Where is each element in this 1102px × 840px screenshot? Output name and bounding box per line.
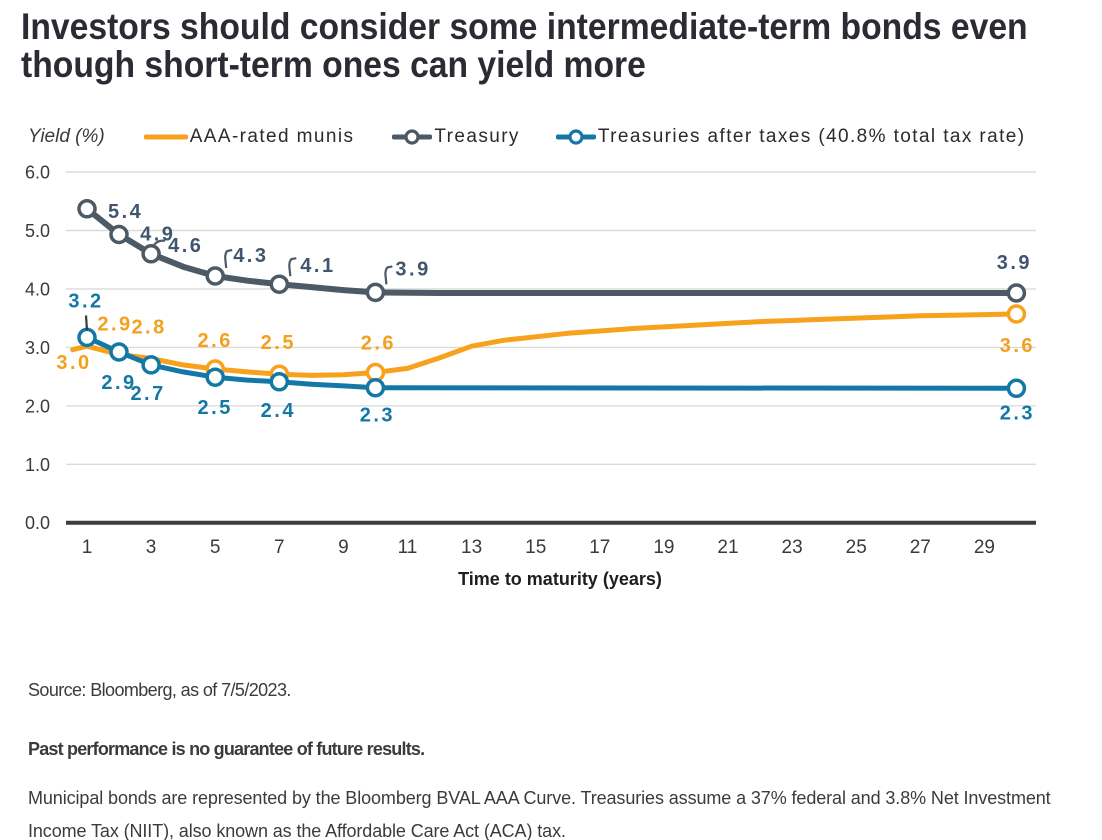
legend-item-treasury-after-tax: Treasuries after taxes (40.8% total tax …: [555, 126, 1026, 148]
munis-line-swatch: [143, 134, 188, 140]
label-leader: [288, 257, 297, 277]
x-tick-label: 25: [846, 537, 867, 558]
title-line-1: Investors should consider some intermedi…: [21, 6, 1028, 47]
data-label: 2.7: [130, 383, 165, 405]
marker-0: [1006, 304, 1027, 324]
marker-1: [77, 199, 97, 219]
data-label: 3.6: [1000, 335, 1035, 357]
y-tick-label: 2.0: [25, 396, 50, 416]
yield-curve-chart: 0.01.02.03.04.05.06.01 3 5 7 9 11 13 15 17 19 21 23…: [25, 163, 1036, 589]
data-label: 4.1: [300, 255, 335, 277]
marker-2: [141, 355, 161, 375]
x-tick-label: 13: [461, 537, 482, 558]
label-leader: [224, 248, 233, 269]
x-tick-label: 3: [146, 537, 157, 558]
data-label: 2.4: [261, 400, 296, 422]
data-label: 2.5: [261, 332, 296, 354]
y-tick-label: 0.0: [25, 513, 50, 533]
source-note: Source: Bloomberg, as of 7/5/2023.: [28, 680, 291, 700]
y-tick-label: 6.0: [25, 163, 50, 183]
legend: Yield (%) AAA-rated munis Treasury Treas…: [28, 124, 1026, 150]
series-line-2: [84, 334, 1019, 391]
data-label: 3.9: [997, 252, 1032, 274]
data-label: 2.9: [101, 372, 136, 394]
swatch-circle: [568, 129, 584, 145]
label-leader: [384, 265, 393, 285]
marker-2: [205, 367, 225, 387]
marker-1: [1006, 283, 1027, 303]
x-tick-label: 17: [589, 537, 610, 558]
methodology-note: Municipal bonds are represented by the B…: [28, 782, 1051, 840]
legend-label-treasury: Treasury: [434, 126, 520, 147]
legend-item-treasury: Treasury: [392, 126, 519, 148]
data-label: 2.3: [1000, 402, 1035, 424]
marker-1: [365, 282, 386, 303]
data-label: 2.8: [131, 317, 166, 339]
x-tick-label: 1: [82, 537, 93, 558]
treasury-after-tax-line-swatch: [555, 129, 596, 145]
marker-1: [205, 266, 225, 286]
marker-2: [269, 372, 290, 392]
marker-1: [141, 244, 161, 264]
label-leader: [153, 239, 166, 246]
marker-2: [77, 327, 97, 348]
x-tick-label: 5: [210, 537, 221, 558]
legend-item-munis: AAA-rated munis: [143, 126, 355, 148]
title-line-2: though short-term ones can yield more: [21, 44, 646, 85]
marker-2: [109, 342, 129, 362]
swatch-circle: [404, 129, 420, 145]
x-tick-label: 27: [910, 537, 931, 558]
data-label: 2.3: [360, 405, 395, 427]
y-axis-unit-label: Yield (%): [28, 126, 105, 147]
y-tick-label: 4.0: [25, 279, 50, 299]
marker-2: [365, 377, 386, 398]
x-tick-label: 11: [398, 537, 418, 558]
legend-label-treasury-after-tax: Treasuries after taxes (40.8% total tax …: [597, 126, 1026, 147]
legend-label-munis: AAA-rated munis: [189, 126, 355, 147]
data-label: 4.3: [233, 245, 268, 267]
marker-1: [269, 274, 290, 294]
data-label: 4.6: [168, 235, 203, 257]
data-label: 5.4: [108, 201, 143, 223]
data-label: 3.9: [395, 258, 430, 280]
treasury-line-swatch: [392, 129, 433, 145]
data-label: 2.6: [198, 330, 233, 352]
page-title: Investors should consider some intermedi…: [21, 8, 1028, 84]
past-performance-disclaimer: Past performance is no guarantee of futu…: [28, 739, 425, 759]
data-label: 2.6: [361, 333, 396, 355]
x-axis-title: Time to maturity (years): [458, 569, 662, 589]
x-tick-label: 21: [717, 537, 738, 558]
y-tick-label: 3.0: [25, 338, 50, 358]
x-tick-label: 23: [782, 537, 803, 558]
data-label: 3.2: [68, 290, 103, 312]
data-label: 2.9: [97, 313, 132, 335]
methodology-note-line-2: Income Tax (NIIT), also known as the Aff…: [28, 820, 566, 840]
x-tick-label: 19: [653, 537, 674, 558]
x-tick-label: 9: [338, 537, 349, 558]
x-tick-label: 7: [274, 537, 285, 558]
marker-1: [109, 224, 129, 245]
label-leader: [84, 315, 89, 331]
data-label: 3.0: [56, 352, 91, 374]
data-label: 2.5: [198, 397, 233, 419]
y-tick-label: 5.0: [25, 221, 50, 241]
methodology-note-line-1: Municipal bonds are represented by the B…: [28, 788, 1051, 808]
x-tick-label: 29: [974, 537, 995, 558]
x-tick-label: 15: [525, 537, 546, 558]
y-tick-label: 1.0: [25, 455, 50, 475]
marker-2: [1006, 378, 1027, 399]
